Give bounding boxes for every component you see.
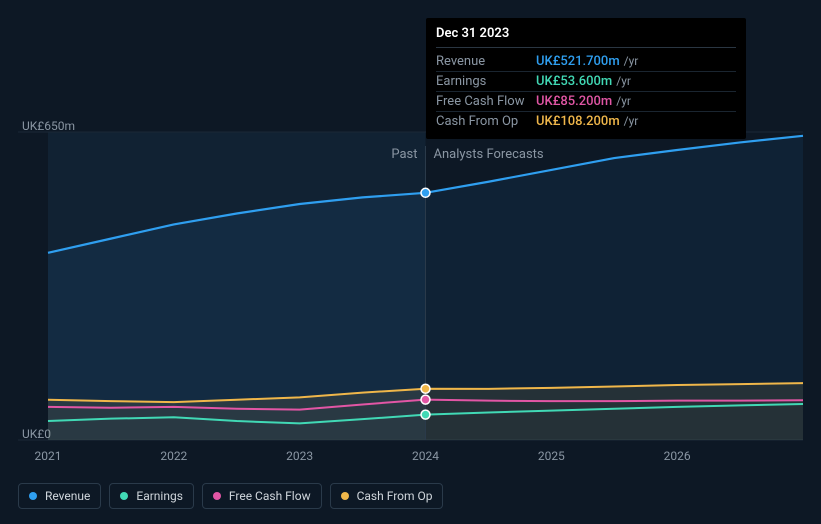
x-axis-label: 2023 [286, 449, 313, 463]
fcf-marker [421, 395, 430, 404]
legend-item-free-cash-flow[interactable]: Free Cash Flow [202, 483, 322, 509]
legend-item-earnings[interactable]: Earnings [109, 483, 194, 509]
tooltip-value: UK£85.200m [536, 94, 612, 109]
legend-label: Revenue [45, 489, 90, 503]
x-axis-label: 2025 [538, 449, 565, 463]
tooltip-label: Revenue [436, 54, 536, 69]
forecast-label: Analysts Forecasts [434, 147, 544, 162]
tooltip-value: UK£521.700m [536, 54, 620, 69]
tooltip-value: UK£53.600m [536, 74, 612, 89]
past-label: Past [391, 147, 417, 162]
x-axis-label: 2026 [664, 449, 691, 463]
tooltip-row: Cash From OpUK£108.200m/yr [436, 112, 736, 131]
y-axis-label: UK£0 [22, 427, 51, 441]
tooltip-label: Earnings [436, 74, 536, 89]
legend-dot-icon [341, 492, 349, 500]
tooltip-unit: /yr [624, 114, 639, 128]
x-axis-label: 2021 [35, 449, 62, 463]
tooltip-value: UK£108.200m [536, 114, 620, 129]
tooltip-unit: /yr [616, 94, 631, 108]
legend-item-cash-from-op[interactable]: Cash From Op [330, 483, 444, 509]
revenue-marker [421, 188, 430, 197]
tooltip-row: Free Cash FlowUK£85.200m/yr [436, 92, 736, 112]
x-axis-label: 2024 [412, 449, 439, 463]
legend-label: Free Cash Flow [229, 489, 311, 503]
x-axis-label: 2022 [160, 449, 187, 463]
legend-label: Cash From Op [357, 489, 433, 503]
legend-item-revenue[interactable]: Revenue [18, 483, 101, 509]
tooltip-label: Free Cash Flow [436, 94, 536, 109]
legend-dot-icon [213, 492, 221, 500]
tooltip-date: Dec 31 2023 [436, 26, 736, 48]
legend-label: Earnings [136, 489, 183, 503]
cfo-marker [421, 384, 430, 393]
tooltip-label: Cash From Op [436, 114, 536, 129]
tooltip-unit: /yr [616, 74, 631, 88]
earnings-marker [421, 410, 430, 419]
chart-tooltip: Dec 31 2023 RevenueUK£521.700m/yrEarning… [426, 18, 746, 139]
tooltip-row: EarningsUK£53.600m/yr [436, 72, 736, 92]
tooltip-row: RevenueUK£521.700m/yr [436, 52, 736, 72]
chart-legend: Revenue Earnings Free Cash Flow Cash From O… [18, 483, 443, 509]
y-axis-label: UK£650m [22, 119, 75, 133]
legend-dot-icon [120, 492, 128, 500]
legend-dot-icon [29, 492, 37, 500]
tooltip-unit: /yr [624, 54, 639, 68]
